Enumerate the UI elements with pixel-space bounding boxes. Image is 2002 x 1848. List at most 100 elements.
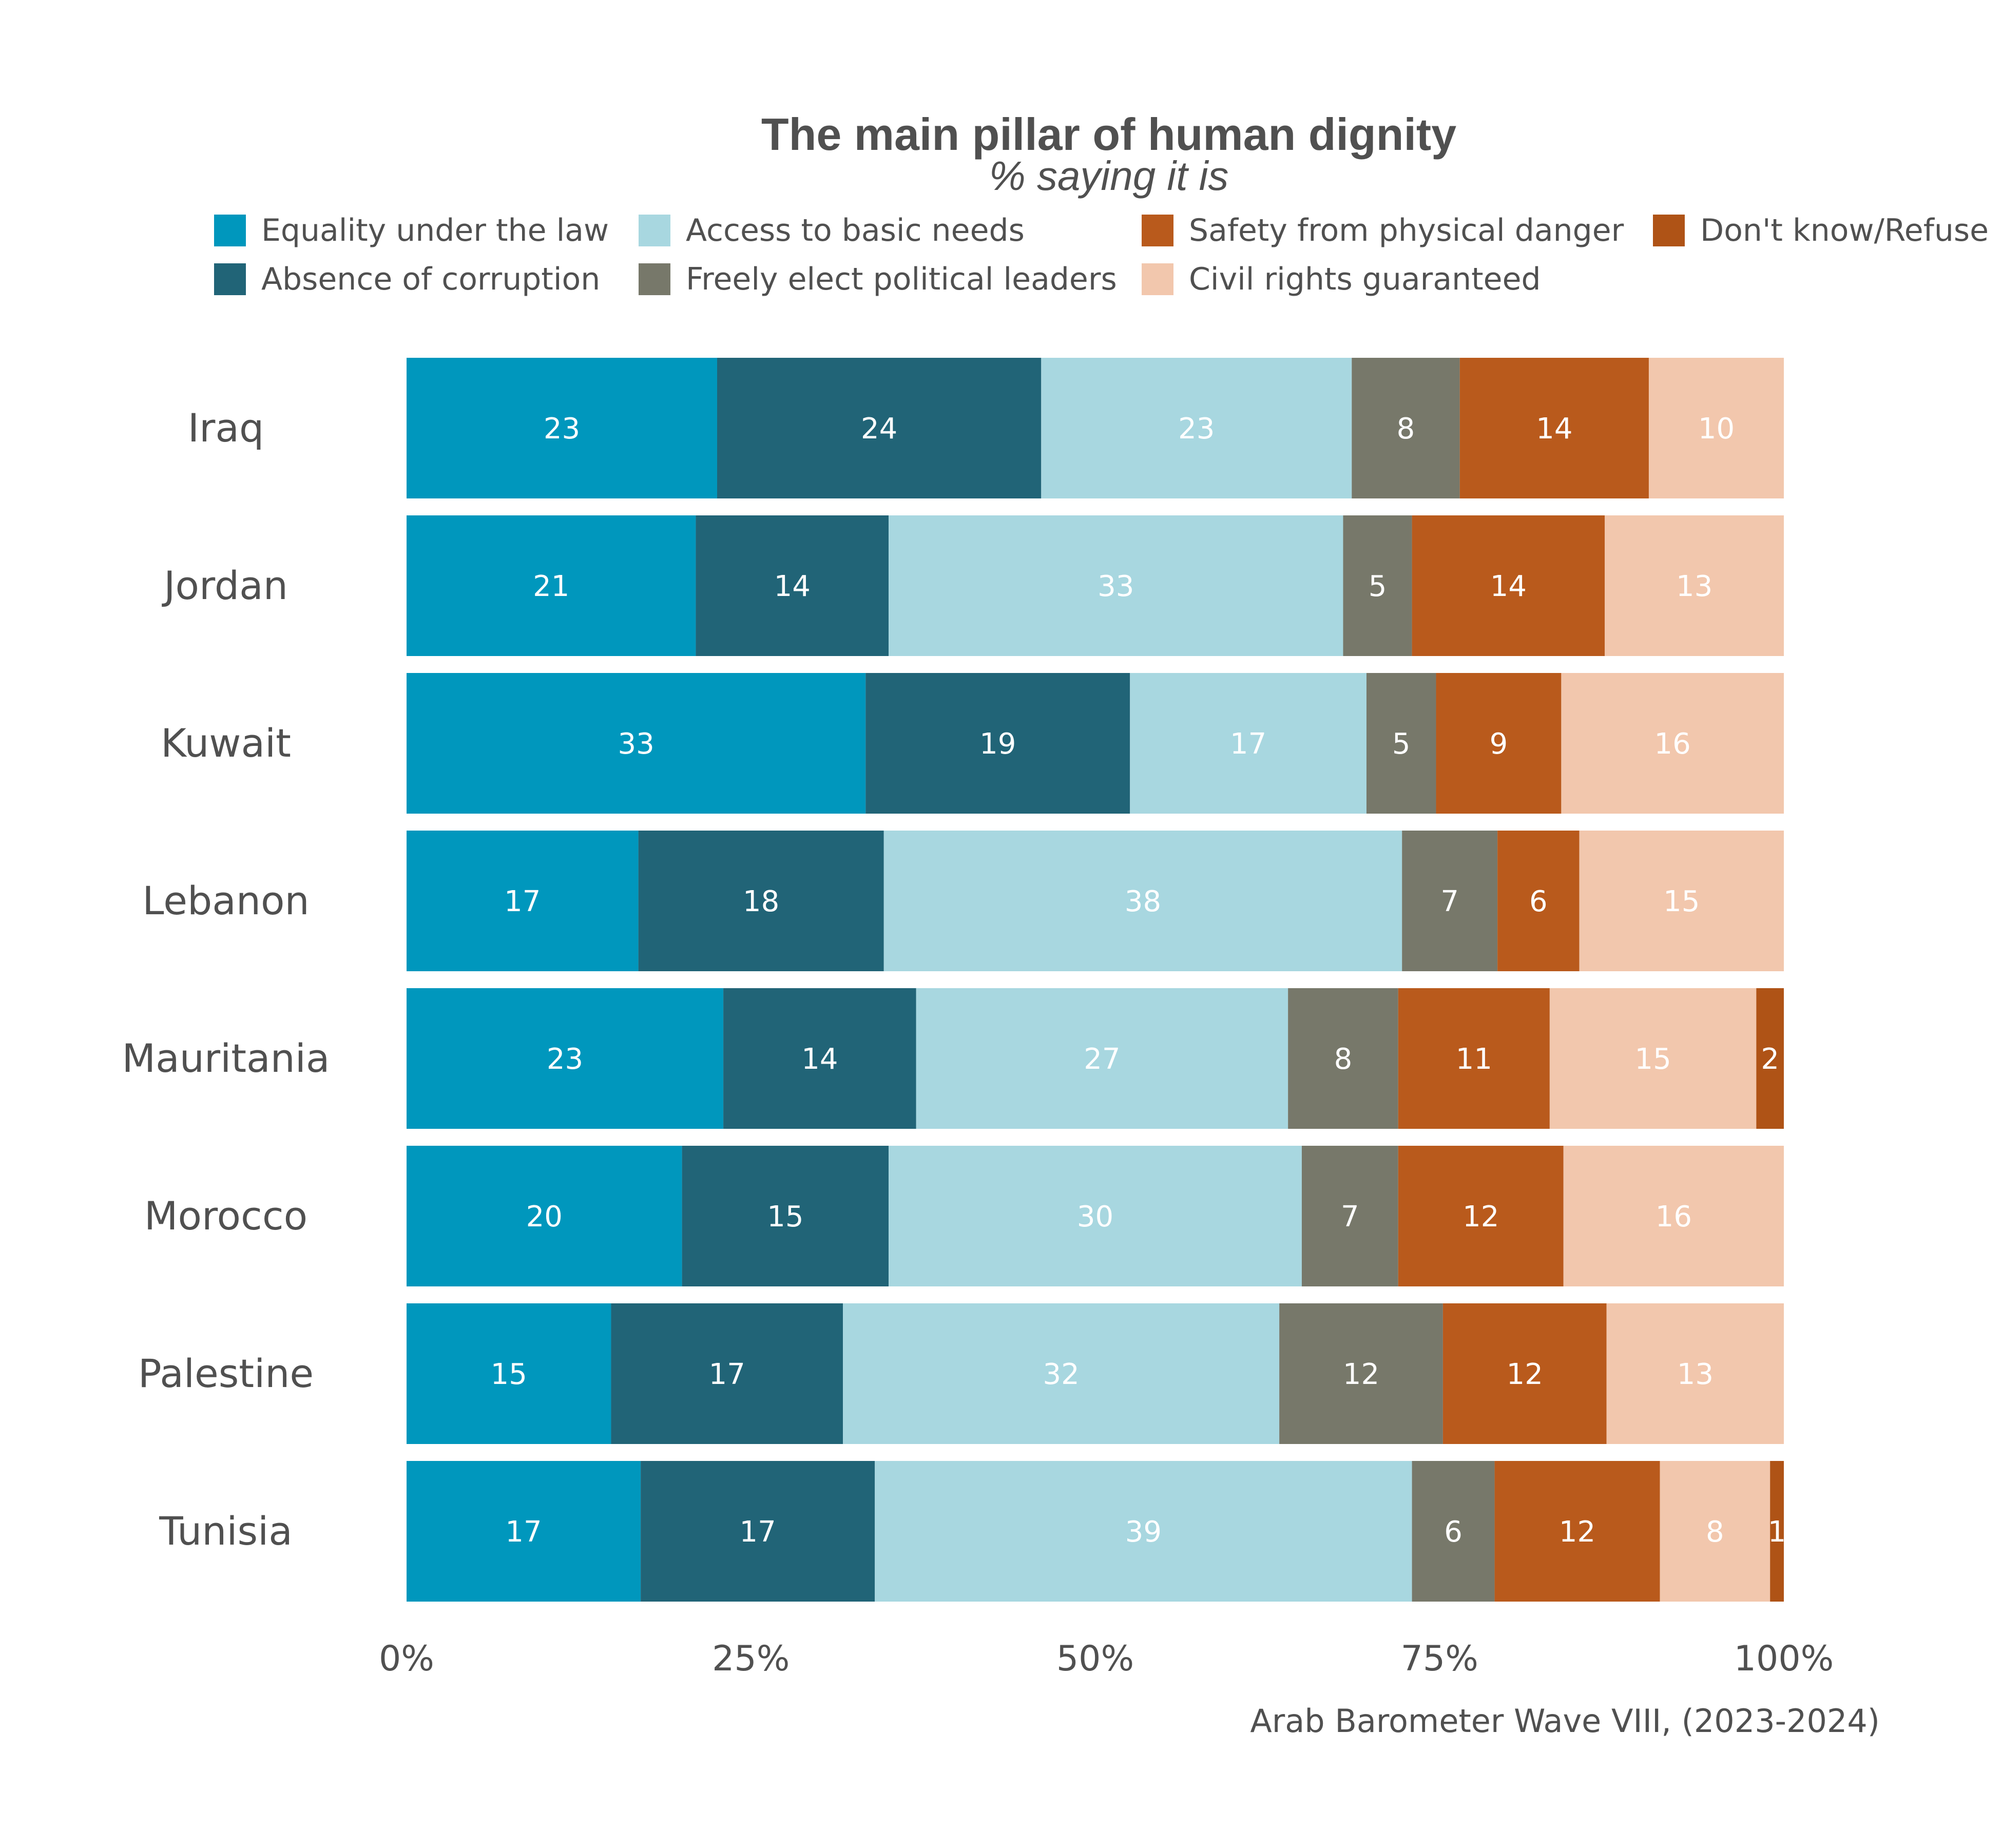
bar-palestine-freely-elect-political-leaders [1279, 1303, 1443, 1444]
legend-swatch-absence-of-corruption [214, 263, 246, 295]
bar-iraq-civil-rights-guaranteed [1648, 358, 1784, 498]
value-label-jordan-safety-from-physical-danger: 14 [1490, 570, 1527, 603]
value-label-jordan-access-to-basic-needs: 33 [1098, 570, 1134, 603]
value-label-mauritania-freely-elect-political-leaders: 8 [1334, 1043, 1353, 1076]
bar-kuwait-equality-under-the-law [407, 673, 866, 814]
chart-title: The main pillar of human dignity [761, 109, 1456, 160]
value-label-palestine-civil-rights-guaranteed: 13 [1677, 1358, 1714, 1391]
value-label-tunisia-civil-rights-guaranteed: 8 [1706, 1515, 1724, 1549]
value-label-palestine-equality-under-the-law: 15 [491, 1358, 527, 1391]
bar-mauritania-access-to-basic-needs [916, 988, 1288, 1129]
value-label-morocco-safety-from-physical-danger: 12 [1462, 1200, 1499, 1234]
value-label-jordan-civil-rights-guaranteed: 13 [1676, 570, 1712, 603]
bar-tunisia-equality-under-the-law [407, 1461, 641, 1602]
category-label-kuwait: Kuwait [161, 720, 291, 766]
legend-swatch-don-t-know-refuse [1653, 215, 1685, 246]
value-label-iraq-safety-from-physical-danger: 14 [1536, 412, 1572, 446]
bar-lebanon-freely-elect-political-leaders [1402, 831, 1498, 971]
bar-lebanon-absence-of-corruption [638, 831, 884, 971]
legend-label-freely-elect-political-leaders: Freely elect political leaders [686, 261, 1117, 297]
chart-caption: Arab Barometer Wave VIII, (2023-2024) [1250, 1702, 1880, 1740]
bar-iraq-freely-elect-political-leaders [1352, 358, 1460, 498]
category-label-palestine: Palestine [138, 1351, 314, 1396]
x-axis-ticks: 0% 25% 50% 75% 100% [379, 1639, 1834, 1679]
value-label-tunisia-safety-from-physical-danger: 12 [1559, 1515, 1595, 1549]
bar-mauritania-absence-of-corruption [723, 988, 916, 1129]
bar-morocco-safety-from-physical-danger [1398, 1146, 1564, 1286]
legend-label-equality-under-the-law: Equality under the law [261, 213, 609, 248]
value-label-palestine-safety-from-physical-danger: 12 [1507, 1358, 1543, 1391]
bar-morocco-access-to-basic-needs [889, 1146, 1302, 1286]
value-label-lebanon-freely-elect-political-leaders: 7 [1440, 885, 1459, 918]
legend-label-safety-from-physical-danger: Safety from physical danger [1189, 213, 1624, 248]
bar-jordan-absence-of-corruption [696, 515, 889, 656]
value-label-mauritania-safety-from-physical-danger: 11 [1456, 1043, 1492, 1076]
legend-label-access-to-basic-needs: Access to basic needs [686, 213, 1025, 248]
value-label-palestine-absence-of-corruption: 17 [709, 1358, 745, 1391]
value-label-morocco-freely-elect-political-leaders: 7 [1341, 1200, 1359, 1234]
bar-jordan-access-to-basic-needs [889, 515, 1343, 656]
bar-mauritania-freely-elect-political-leaders [1288, 988, 1398, 1129]
bar-lebanon-civil-rights-guaranteed [1579, 831, 1784, 971]
chart-subtitle: % saying it is [989, 153, 1229, 199]
bar-jordan-equality-under-the-law [407, 515, 696, 656]
bar-morocco-civil-rights-guaranteed [1563, 1146, 1784, 1286]
value-label-kuwait-freely-elect-political-leaders: 5 [1392, 727, 1411, 761]
legend-swatch-freely-elect-political-leaders [639, 263, 670, 295]
legend-swatch-access-to-basic-needs [639, 215, 670, 246]
value-label-palestine-access-to-basic-needs: 32 [1043, 1358, 1079, 1391]
legend-label-don-t-know-refuse: Don't know/Refuse [1700, 213, 1989, 248]
value-label-kuwait-equality-under-the-law: 33 [618, 727, 654, 761]
value-label-morocco-access-to-basic-needs: 30 [1077, 1200, 1113, 1234]
bar-kuwait-access-to-basic-needs [1130, 673, 1366, 814]
value-label-tunisia-absence-of-corruption: 17 [740, 1515, 776, 1549]
value-label-iraq-absence-of-corruption: 24 [861, 412, 897, 446]
bar-palestine-absence-of-corruption [611, 1303, 843, 1444]
value-label-iraq-civil-rights-guaranteed: 10 [1698, 412, 1735, 446]
value-label-morocco-absence-of-corruption: 15 [767, 1200, 803, 1234]
value-label-iraq-access-to-basic-needs: 23 [1178, 412, 1215, 446]
bar-morocco-freely-elect-political-leaders [1301, 1146, 1398, 1286]
bar-tunisia-access-to-basic-needs [875, 1461, 1412, 1602]
x-tick-label: 0% [379, 1639, 434, 1679]
value-label-mauritania-don-t-know-refuse: 2 [1761, 1043, 1779, 1076]
x-tick-label: 100% [1734, 1639, 1834, 1679]
bar-iraq-absence-of-corruption [717, 358, 1042, 498]
value-label-jordan-freely-elect-political-leaders: 5 [1369, 570, 1387, 603]
bar-mauritania-equality-under-the-law [407, 988, 724, 1129]
legend-label-absence-of-corruption: Absence of corruption [261, 261, 600, 297]
value-label-morocco-equality-under-the-law: 20 [526, 1200, 563, 1234]
legend-swatch-equality-under-the-law [214, 215, 246, 246]
bar-tunisia-don-t-know-refuse [1770, 1461, 1784, 1602]
category-label-morocco: Morocco [144, 1193, 307, 1239]
value-label-morocco-civil-rights-guaranteed: 16 [1656, 1200, 1692, 1234]
bar-kuwait-safety-from-physical-danger [1436, 673, 1562, 814]
category-label-jordan: Jordan [162, 563, 288, 608]
value-label-palestine-freely-elect-political-leaders: 12 [1343, 1358, 1379, 1391]
x-tick-label: 75% [1401, 1639, 1478, 1679]
value-label-iraq-freely-elect-political-leaders: 8 [1397, 412, 1415, 446]
value-label-iraq-equality-under-the-law: 23 [544, 412, 580, 446]
legend-swatch-safety-from-physical-danger [1142, 215, 1173, 246]
x-tick-label: 50% [1056, 1639, 1134, 1679]
value-label-jordan-absence-of-corruption: 14 [774, 570, 811, 603]
value-label-lebanon-civil-rights-guaranteed: 15 [1663, 885, 1700, 918]
legend: Equality under the law Access to basic ne… [214, 213, 1989, 297]
bar-morocco-absence-of-corruption [682, 1146, 889, 1286]
bar-iraq-equality-under-the-law [407, 358, 717, 498]
value-label-lebanon-absence-of-corruption: 18 [743, 885, 779, 918]
value-label-kuwait-access-to-basic-needs: 17 [1230, 727, 1266, 761]
bar-jordan-freely-elect-political-leaders [1343, 515, 1412, 656]
bar-lebanon-safety-from-physical-danger [1497, 831, 1580, 971]
category-label-lebanon: Lebanon [142, 878, 309, 923]
bar-palestine-access-to-basic-needs [843, 1303, 1280, 1444]
bar-tunisia-freely-elect-political-leaders [1412, 1461, 1495, 1602]
value-label-lebanon-safety-from-physical-danger: 6 [1529, 885, 1548, 918]
value-label-mauritania-equality-under-the-law: 23 [547, 1043, 583, 1076]
x-tick-label: 25% [712, 1639, 790, 1679]
value-label-mauritania-civil-rights-guaranteed: 15 [1634, 1043, 1671, 1076]
value-label-tunisia-access-to-basic-needs: 39 [1125, 1515, 1162, 1549]
value-label-tunisia-freely-elect-political-leaders: 6 [1444, 1515, 1462, 1549]
value-label-lebanon-equality-under-the-law: 17 [504, 885, 541, 918]
